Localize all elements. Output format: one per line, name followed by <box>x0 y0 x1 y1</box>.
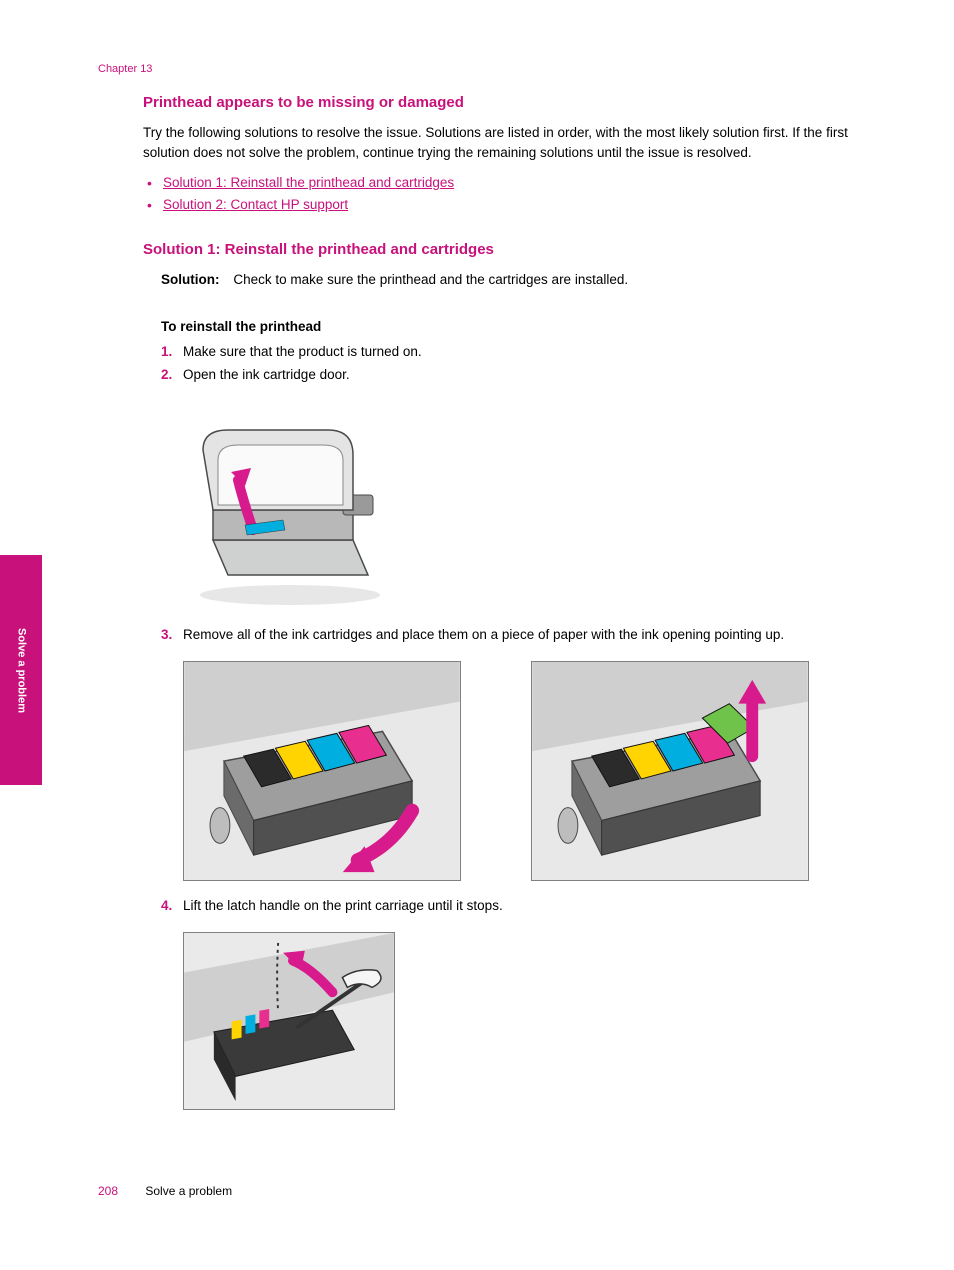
step-item: 3. Remove all of the ink cartridges and p… <box>161 626 883 645</box>
solution-1-heading: Solution 1: Reinstall the printhead and … <box>143 239 883 260</box>
list-item: Solution 1: Reinstall the printhead and … <box>163 174 883 193</box>
step-text: Make sure that the product is turned on. <box>183 344 422 359</box>
page-content: Printhead appears to be missing or damag… <box>143 92 883 1126</box>
step-item: 4. Lift the latch handle on the print car… <box>161 897 883 916</box>
solution-block: Solution: Check to make sure the printhe… <box>161 270 883 290</box>
figure-row-1 <box>183 400 883 610</box>
figure-row-3 <box>183 932 883 1110</box>
step-number: 2. <box>161 366 172 385</box>
steps-list-3: 4. Lift the latch handle on the print car… <box>161 897 883 916</box>
figure-row-2 <box>183 661 883 881</box>
step-text: Lift the latch handle on the print carri… <box>183 898 503 913</box>
solution-text: Check to make sure the printhead and the… <box>233 272 628 287</box>
chapter-header: Chapter 13 <box>98 62 152 77</box>
list-item: Solution 2: Contact HP support <box>163 196 883 215</box>
side-tab: Solve a problem <box>0 555 42 785</box>
solution-label: Solution: <box>161 272 219 287</box>
solution-links-list: Solution 1: Reinstall the printhead and … <box>163 174 883 215</box>
subheading: To reinstall the printhead <box>161 318 883 337</box>
side-tab-label: Solve a problem <box>13 628 28 713</box>
step-number: 1. <box>161 343 172 362</box>
figure-open-door <box>183 400 398 610</box>
lift-latch-icon <box>184 933 394 1109</box>
cartridge-carriage-icon <box>184 662 460 880</box>
page-number: 208 <box>98 1184 118 1198</box>
step-item: 1. Make sure that the product is turned o… <box>161 343 883 362</box>
cartridge-remove-icon <box>532 662 808 880</box>
figure-cartridges-in <box>183 661 461 881</box>
steps-list-1: 1. Make sure that the product is turned o… <box>161 343 883 385</box>
printer-open-icon <box>183 400 398 610</box>
footer-section: Solve a problem <box>145 1184 232 1198</box>
steps-list-2: 3. Remove all of the ink cartridges and p… <box>161 626 883 645</box>
step-number: 4. <box>161 897 172 916</box>
step-text: Open the ink cartridge door. <box>183 367 350 382</box>
intro-paragraph: Try the following solutions to resolve t… <box>143 123 883 162</box>
solution-2-link[interactable]: Solution 2: Contact HP support <box>163 197 348 212</box>
solution-1-link[interactable]: Solution 1: Reinstall the printhead and … <box>163 175 454 190</box>
figure-lift-latch <box>183 932 395 1110</box>
page-footer: 208 Solve a problem <box>98 1183 232 1200</box>
page-title: Printhead appears to be missing or damag… <box>143 92 883 113</box>
step-text: Remove all of the ink cartridges and pla… <box>183 627 784 642</box>
figure-cartridge-remove <box>531 661 809 881</box>
step-item: 2. Open the ink cartridge door. <box>161 366 883 385</box>
step-number: 3. <box>161 626 172 645</box>
